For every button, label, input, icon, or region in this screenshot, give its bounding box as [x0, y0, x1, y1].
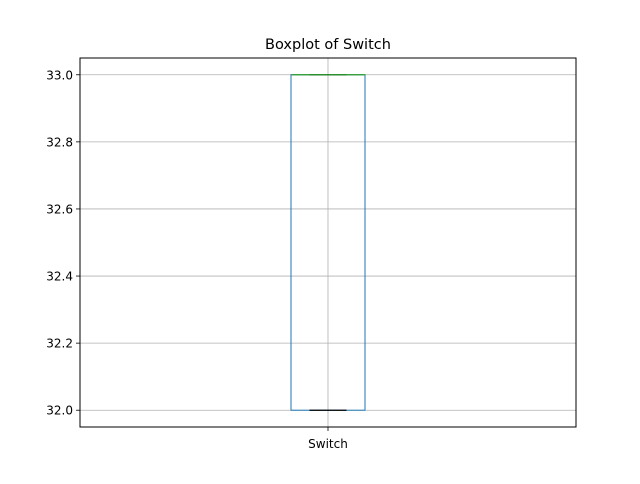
y-tick-label: 32.2: [46, 337, 73, 351]
y-tick-label: 32.8: [46, 135, 73, 149]
y-tick-label: 32.0: [46, 404, 73, 418]
chart-title: Boxplot of Switch: [265, 37, 391, 53]
y-tick-label: 32.4: [46, 270, 73, 284]
x-axis: Switch: [308, 427, 348, 451]
x-tick-label: Switch: [308, 437, 348, 451]
y-tick-label: 33.0: [46, 68, 73, 82]
y-axis: 32.0 32.2 32.4 32.6 32.8 33.0: [46, 68, 80, 418]
box-layer: [290, 74, 366, 411]
y-tick-label: 32.6: [46, 202, 73, 216]
